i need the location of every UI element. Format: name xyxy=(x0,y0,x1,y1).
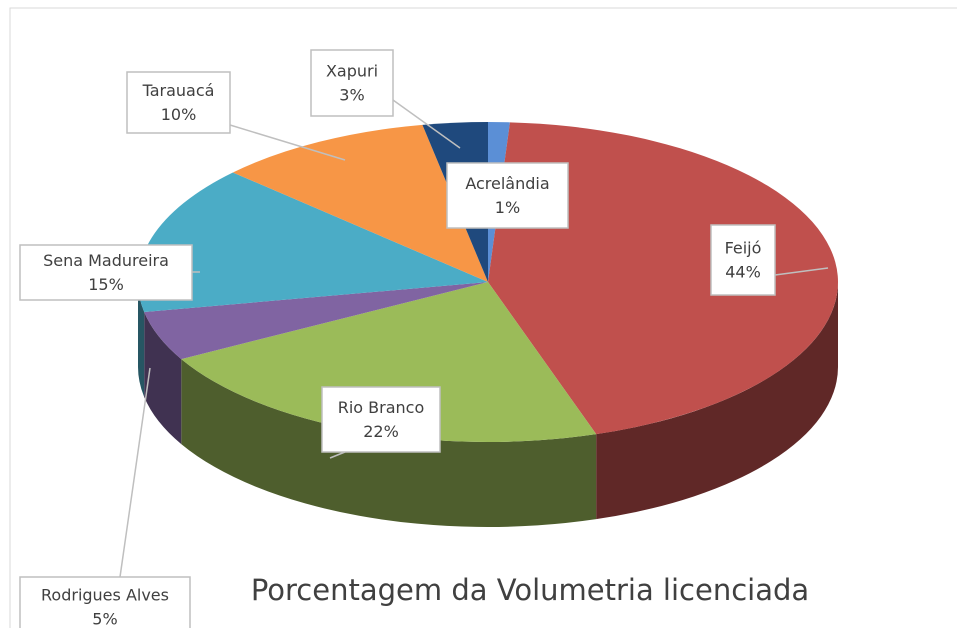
data-label-name: Tarauacá xyxy=(142,81,215,100)
data-label: 22% xyxy=(363,422,399,441)
data-label: 5% xyxy=(92,610,117,628)
slice xyxy=(144,282,488,360)
data-label-name: Xapuri xyxy=(326,62,378,81)
data-label-name: Sena Madureira xyxy=(43,251,169,270)
slice xyxy=(232,124,488,282)
data-label: 3% xyxy=(339,86,364,105)
label-box xyxy=(310,49,394,117)
slice xyxy=(181,282,597,442)
label-box xyxy=(446,162,569,229)
data-label: 15% xyxy=(88,275,124,294)
data-label-name: Feijó xyxy=(725,239,762,258)
leader-line xyxy=(119,367,151,578)
data-label-name: Rio Branco xyxy=(338,398,425,417)
label-box xyxy=(710,224,776,296)
slice-side xyxy=(144,311,182,445)
slice-side xyxy=(138,282,145,397)
data-label: 1% xyxy=(495,198,520,217)
data-label: 10% xyxy=(161,105,197,124)
label-box xyxy=(19,244,193,301)
leader-line xyxy=(329,451,346,459)
slice xyxy=(488,122,839,435)
label-box xyxy=(321,386,441,453)
data-label: 44% xyxy=(725,263,761,282)
slice-side xyxy=(596,282,838,520)
leader-line xyxy=(774,267,829,276)
label-box xyxy=(19,576,191,628)
slice xyxy=(138,172,488,312)
leader-line xyxy=(392,99,461,149)
label-box xyxy=(126,71,231,134)
chart-title: Porcentagem da Volumetria licenciada xyxy=(251,573,809,607)
data-label-name: Acrelândia xyxy=(465,174,549,193)
leader-line xyxy=(229,124,346,161)
data-label-name: Rodrigues Alves xyxy=(41,586,169,605)
